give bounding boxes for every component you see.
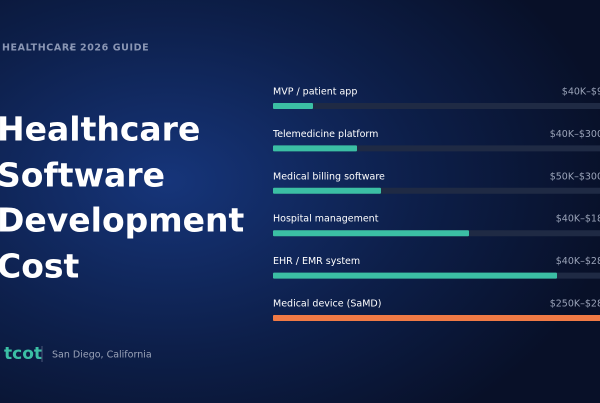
eyebrow-dot bbox=[69, 46, 73, 50]
item-cost: $250K–$28 bbox=[550, 299, 600, 310]
bar-fill bbox=[273, 187, 381, 194]
item-cost: $40K–$18 bbox=[556, 214, 600, 225]
eyebrow-edition: 2026 GUIDE bbox=[80, 43, 149, 54]
title-line: Healthcare bbox=[0, 110, 200, 149]
bar-track bbox=[273, 103, 600, 109]
bar-fill bbox=[273, 145, 357, 152]
item-label: Medical device (SaMD) bbox=[273, 299, 381, 310]
title-line: Cost bbox=[0, 247, 80, 286]
item-cost: $50K–$300 bbox=[550, 171, 600, 182]
title-line: Development bbox=[0, 201, 245, 240]
item-cost: $40K–$9 bbox=[562, 87, 600, 98]
location: San Diego, California bbox=[52, 350, 152, 361]
title-line: Software bbox=[0, 156, 165, 195]
item-label: Telemedicine platform bbox=[272, 129, 378, 140]
item-label: EHR / EMR system bbox=[273, 256, 360, 267]
bar-fill bbox=[273, 230, 469, 237]
item-cost: $40K–$28 bbox=[556, 256, 600, 267]
item-label: MVP / patient app bbox=[273, 87, 357, 98]
item-label: Hospital management bbox=[273, 214, 379, 225]
bar-fill bbox=[273, 103, 313, 109]
logo: tcot bbox=[4, 344, 42, 364]
bar-fill bbox=[273, 272, 557, 279]
item-cost: $40K–$300 bbox=[550, 129, 600, 140]
item-label: Medical billing software bbox=[273, 171, 385, 182]
cost-list: MVP / patient app $40K–$9 Telemedicine pla… bbox=[272, 87, 600, 321]
bar-fill bbox=[273, 315, 600, 321]
eyebrow-category: HEALTHCARE bbox=[2, 43, 77, 54]
